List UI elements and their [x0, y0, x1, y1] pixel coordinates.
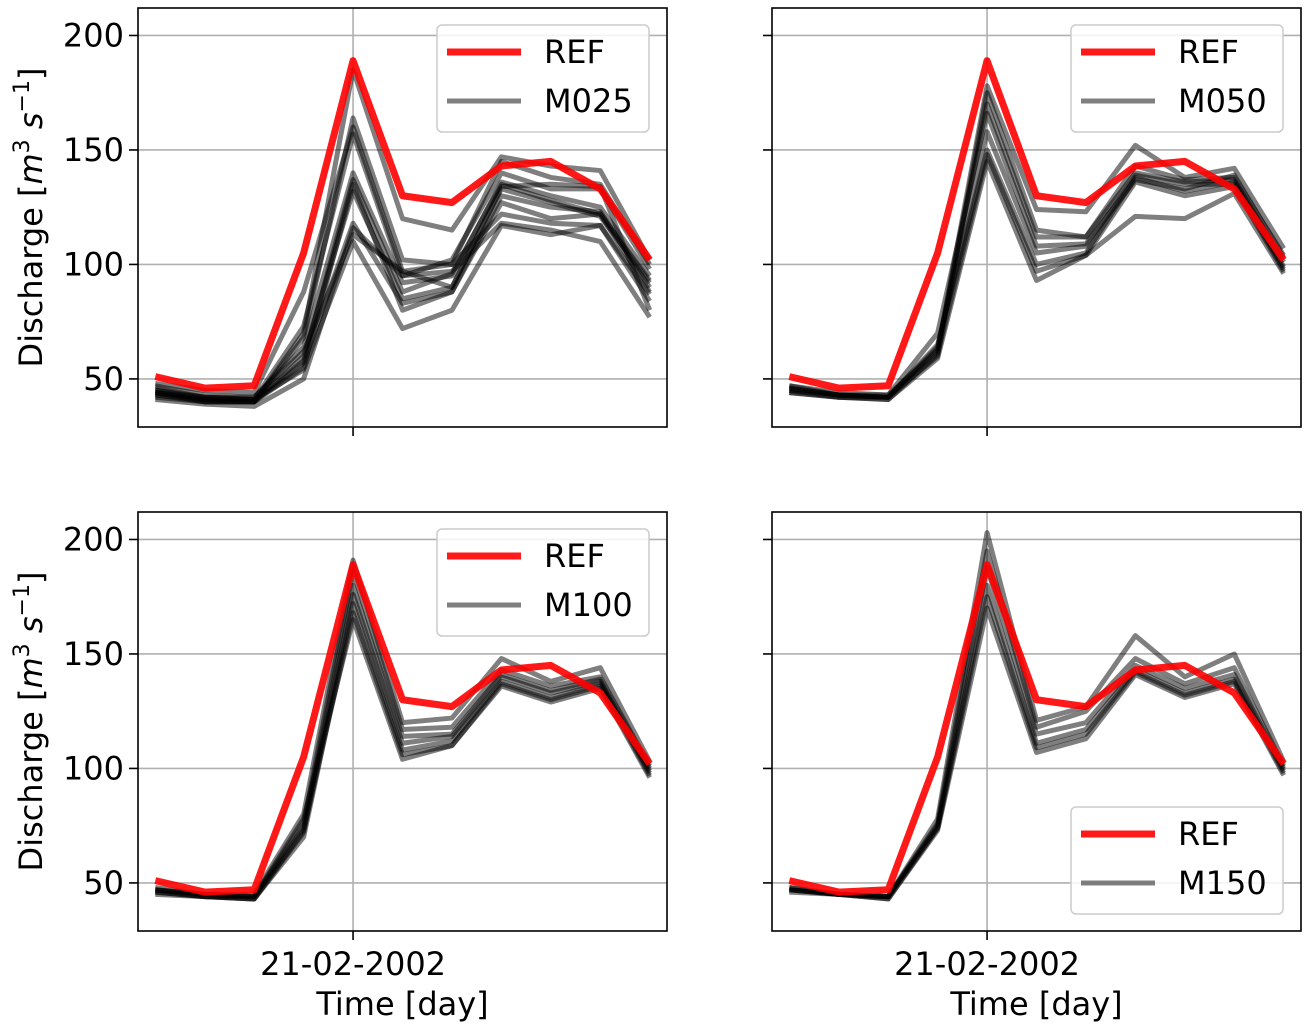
legend-ref-label: REF	[544, 33, 605, 71]
x-axis-title: Time [day]	[315, 985, 488, 1023]
axes-frame	[137, 7, 668, 428]
ytick-label-50: 50	[83, 360, 124, 398]
y-axis-title-part-6: ]	[12, 572, 50, 584]
ytick-label-200: 200	[63, 16, 124, 54]
legend-member-label: M025	[544, 82, 633, 120]
ref-line	[788, 561, 1287, 896]
legend: REF M050	[1070, 24, 1284, 133]
member-line-8	[154, 200, 652, 405]
y-axis-title-part-6: ]	[12, 68, 50, 80]
legend-ref-label: REF	[1178, 815, 1239, 853]
legend: REF M150	[1070, 806, 1284, 915]
data-series	[154, 57, 653, 409]
y-axis-title-part-5: −1	[10, 584, 35, 616]
legend: REF M100	[436, 528, 650, 637]
y-axis-title-part-1: Discharge [	[12, 185, 50, 368]
subplot-2: REF M050	[763, 7, 1302, 436]
member-line-7	[155, 617, 652, 900]
y-axis-title-part-2: m	[12, 153, 50, 184]
subplot-1: 50 100 150 200 Discharge [m3 s−1] REF M025	[10, 7, 668, 436]
member-line-7	[789, 158, 1286, 403]
data-series	[788, 530, 1287, 902]
xtick-label: 21-02-2002	[260, 945, 446, 983]
axes-frame	[137, 511, 668, 932]
legend: REF M025	[436, 24, 650, 133]
xtick-label: 21-02-2002	[894, 945, 1080, 983]
y-axis-title: Discharge [m3 s−1]	[10, 68, 50, 368]
y-axis-title-part-5: −1	[10, 80, 35, 112]
y-axis-title-part-4: s	[12, 616, 50, 643]
legend-member-label: M150	[1178, 864, 1267, 902]
axes-frame	[771, 511, 1302, 932]
y-axis-title-part-3: 3	[10, 139, 35, 153]
y-axis-title-part-4: s	[12, 112, 50, 139]
ytick-label-150: 150	[63, 131, 124, 169]
ytick-label-50: 50	[83, 864, 124, 902]
data-series	[154, 557, 653, 902]
member-line-6	[789, 605, 1286, 902]
member-line-8	[788, 110, 1286, 398]
y-axis-title: Discharge [m3 s−1]	[10, 572, 50, 872]
legend-ref-label: REF	[1178, 33, 1239, 71]
legend-member-label: M100	[544, 586, 633, 624]
ref-line	[154, 57, 653, 392]
ref-line	[788, 57, 1287, 392]
ytick-label-100: 100	[63, 749, 124, 787]
ytick-label-100: 100	[63, 245, 124, 283]
member-line-11	[155, 220, 652, 409]
ref-line	[154, 561, 653, 896]
axes-frame	[771, 7, 1302, 428]
data-series	[788, 57, 1287, 403]
legend-ref-label: REF	[544, 537, 605, 575]
ytick-label-150: 150	[63, 635, 124, 673]
y-axis-title-part-3: 3	[10, 643, 35, 657]
member-line-12	[154, 124, 653, 396]
member-line-2	[154, 115, 652, 405]
y-axis-title-part-1: Discharge [	[12, 689, 50, 872]
y-axis-title-part-2: m	[12, 657, 50, 688]
ytick-label-200: 200	[63, 520, 124, 558]
x-axis-title: Time [day]	[949, 985, 1122, 1023]
legend-member-label: M050	[1178, 82, 1267, 120]
